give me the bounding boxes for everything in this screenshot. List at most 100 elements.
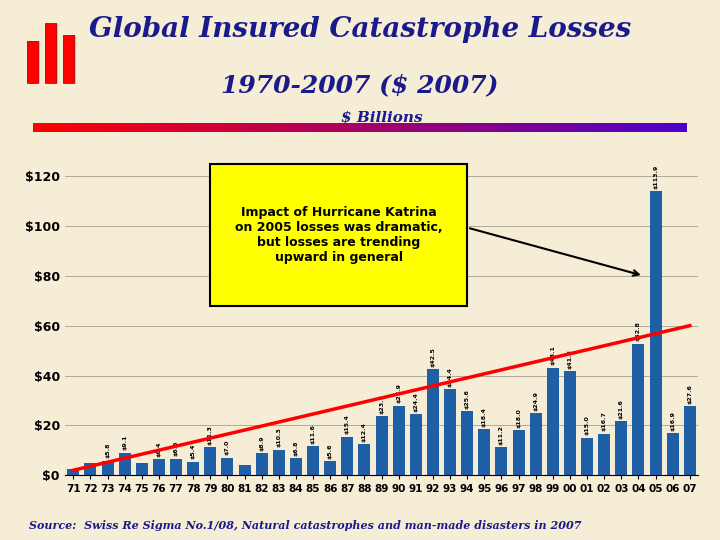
Bar [184, 123, 190, 132]
FancyBboxPatch shape [27, 42, 39, 83]
Bar [91, 123, 98, 132]
Bar [203, 123, 210, 132]
Text: $7.0: $7.0 [225, 440, 230, 455]
Bar [608, 123, 616, 132]
Bar [59, 123, 66, 132]
Bar [379, 123, 386, 132]
Bar [373, 123, 379, 132]
Bar [547, 368, 559, 475]
Bar [273, 449, 285, 475]
Text: $18.4: $18.4 [482, 407, 487, 427]
Bar [359, 444, 371, 475]
Text: Source:  Swiss Re Sigma No.1/08, Natural catastrophes and man-made disasters in : Source: Swiss Re Sigma No.1/08, Natural … [29, 520, 581, 531]
Bar [654, 123, 661, 132]
Bar [334, 123, 341, 132]
Text: $18.0: $18.0 [516, 408, 521, 428]
Bar [307, 446, 319, 475]
Text: Global Insured Catastrophe Losses: Global Insured Catastrophe Losses [89, 16, 631, 43]
Bar [438, 123, 445, 132]
Bar [269, 123, 275, 132]
Bar [153, 459, 165, 475]
Bar [680, 123, 688, 132]
Bar [347, 123, 354, 132]
Bar [602, 123, 608, 132]
Bar [510, 123, 517, 132]
Text: $ Billions: $ Billions [341, 111, 423, 125]
Bar [68, 469, 79, 475]
Bar [229, 123, 235, 132]
Bar [32, 123, 40, 132]
Bar [557, 123, 563, 132]
Bar [642, 123, 648, 132]
Bar [444, 389, 456, 475]
Bar [598, 434, 611, 475]
Text: 1970-2007 ($ 2007): 1970-2007 ($ 2007) [221, 73, 499, 98]
Bar [427, 369, 439, 475]
Bar [360, 123, 366, 132]
Bar [432, 123, 438, 132]
Text: $5.6: $5.6 [328, 443, 333, 459]
Text: $11.6: $11.6 [310, 424, 315, 444]
Bar [53, 123, 59, 132]
Text: $15.4: $15.4 [345, 415, 350, 434]
Bar [85, 123, 91, 132]
Bar [376, 416, 387, 475]
Bar [616, 421, 627, 475]
Bar [290, 458, 302, 475]
Text: $8.9: $8.9 [259, 435, 264, 450]
Bar [282, 123, 288, 132]
Bar [485, 123, 491, 132]
Bar [301, 123, 307, 132]
Text: $5.4: $5.4 [191, 444, 196, 459]
Bar [242, 123, 248, 132]
Bar [564, 371, 576, 475]
Bar [667, 433, 679, 475]
Bar [458, 123, 464, 132]
Bar [451, 123, 458, 132]
Text: $42.5: $42.5 [431, 347, 436, 367]
Bar [314, 123, 320, 132]
Bar [66, 123, 72, 132]
Bar [46, 123, 53, 132]
Bar [341, 437, 354, 475]
Bar [472, 123, 478, 132]
Bar [197, 123, 203, 132]
Text: $15.0: $15.0 [585, 416, 590, 435]
Bar [119, 453, 131, 475]
Text: $6.4: $6.4 [156, 441, 161, 457]
Bar [170, 459, 182, 475]
Text: $24.9: $24.9 [534, 391, 539, 410]
FancyBboxPatch shape [210, 164, 467, 306]
Bar [491, 123, 498, 132]
Bar [256, 123, 262, 132]
Bar [674, 123, 680, 132]
Text: $10.3: $10.3 [276, 427, 282, 447]
Bar [392, 406, 405, 475]
Bar [84, 463, 96, 475]
Bar [78, 123, 85, 132]
Bar [366, 123, 373, 132]
Bar [684, 407, 696, 475]
Bar [102, 461, 114, 475]
Bar [661, 123, 667, 132]
Bar [275, 123, 282, 132]
Bar [648, 123, 654, 132]
Text: $11.2: $11.2 [499, 425, 504, 445]
Text: $12.4: $12.4 [362, 422, 367, 442]
Bar [170, 123, 176, 132]
Bar [570, 123, 576, 132]
Bar [622, 123, 629, 132]
Bar [495, 447, 508, 475]
Bar [307, 123, 314, 132]
Bar [125, 123, 131, 132]
Bar [445, 123, 451, 132]
Bar [138, 123, 144, 132]
Bar [635, 123, 642, 132]
Bar [504, 123, 510, 132]
Bar [112, 123, 118, 132]
Bar [104, 123, 112, 132]
Bar [462, 411, 473, 475]
Bar [478, 123, 485, 132]
FancyBboxPatch shape [63, 36, 75, 83]
Bar [392, 123, 400, 132]
